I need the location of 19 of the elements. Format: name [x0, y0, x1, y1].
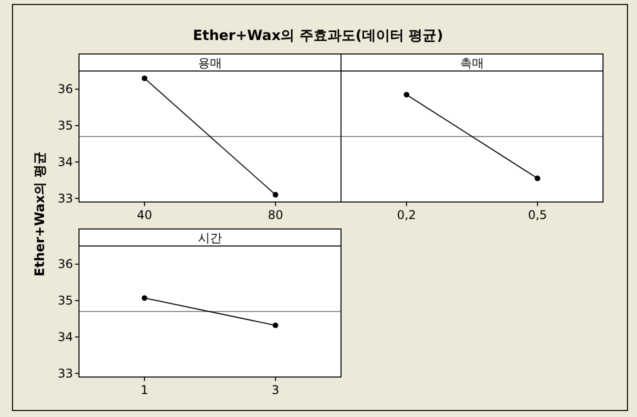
x-axis-title: 시간 [198, 231, 222, 245]
x-tick-label: 0,5 [528, 208, 548, 222]
y-tick-label: 35 [58, 118, 73, 133]
x-tick-label: 0,2 [396, 208, 416, 222]
y-tick-label: 35 [58, 294, 73, 308]
y-tick-label: 34 [58, 330, 73, 344]
x-axis-title: 촉매 [460, 56, 484, 70]
y-tick-label: 33 [58, 191, 73, 206]
y-tick-label: 36 [58, 82, 73, 96]
x-tick-label: 3 [272, 383, 280, 397]
chart-title: Ether+Wax의 주효과도(데이터 평균) [192, 28, 444, 44]
y-axis-title: Ether+Wax의 평균 [33, 151, 48, 277]
x-axis-title: 용매 [198, 56, 222, 70]
x-tick-label: 80 [268, 208, 284, 222]
y-tick-label: 33 [58, 366, 73, 380]
y-tick-label: 36 [58, 257, 73, 272]
x-tick-label: 1 [140, 383, 148, 397]
x-tick-label: 40 [136, 208, 152, 222]
y-tick-label: 34 [58, 154, 73, 169]
